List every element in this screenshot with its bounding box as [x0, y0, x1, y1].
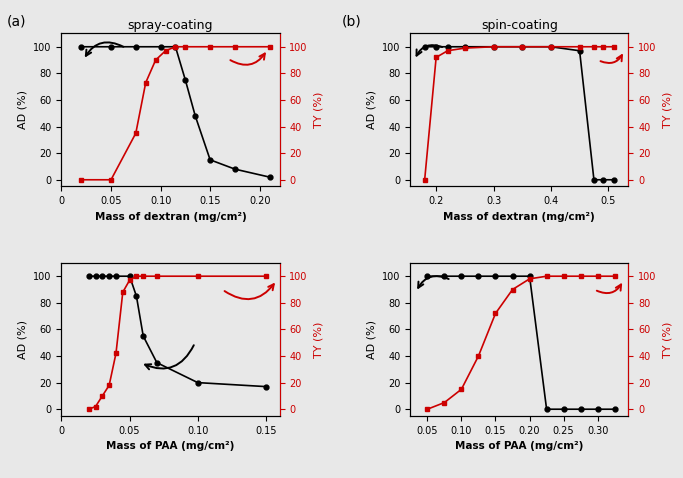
Y-axis label: AD (%): AD (%) — [367, 90, 376, 130]
Y-axis label: AD (%): AD (%) — [367, 320, 376, 359]
X-axis label: Mass of PAA (mg/cm²): Mass of PAA (mg/cm²) — [107, 441, 235, 451]
X-axis label: Mass of PAA (mg/cm²): Mass of PAA (mg/cm²) — [455, 441, 583, 451]
Y-axis label: AD (%): AD (%) — [18, 90, 28, 130]
X-axis label: Mass of dextran (mg/cm²): Mass of dextran (mg/cm²) — [95, 212, 247, 222]
Text: (a): (a) — [7, 14, 27, 28]
Title: spray-coating: spray-coating — [128, 19, 213, 33]
Text: (b): (b) — [342, 14, 361, 28]
X-axis label: Mass of dextran (mg/cm²): Mass of dextran (mg/cm²) — [443, 212, 595, 222]
Y-axis label: TY (%): TY (%) — [662, 321, 672, 358]
Y-axis label: AD (%): AD (%) — [18, 320, 28, 359]
Y-axis label: TY (%): TY (%) — [662, 92, 672, 128]
Title: spin-coating: spin-coating — [481, 19, 558, 33]
Y-axis label: TY (%): TY (%) — [313, 92, 323, 128]
Y-axis label: TY (%): TY (%) — [313, 321, 323, 358]
